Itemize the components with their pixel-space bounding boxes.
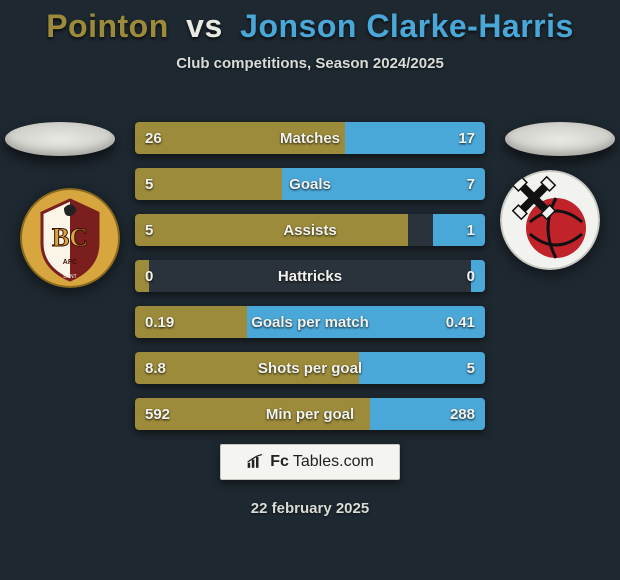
brand-bold: Fc bbox=[270, 453, 289, 471]
stat-bar-right bbox=[370, 398, 486, 430]
svg-text:BANT: BANT bbox=[63, 274, 76, 280]
player1-name: Pointon bbox=[46, 8, 169, 44]
date-label: 22 february 2025 bbox=[0, 500, 620, 517]
stat-bar-right bbox=[433, 214, 486, 246]
stat-row: 592288Min per goal bbox=[135, 398, 485, 430]
stat-bar-left bbox=[135, 214, 408, 246]
subtitle: Club competitions, Season 2024/2025 bbox=[0, 55, 620, 72]
svg-text:AFC: AFC bbox=[63, 259, 77, 266]
player2-name: Jonson Clarke-Harris bbox=[240, 8, 574, 44]
stat-bar-left bbox=[135, 306, 247, 338]
player1-club-crest: BC AFC BANT bbox=[20, 188, 120, 288]
stat-bar-left bbox=[135, 168, 282, 200]
stat-row: 8.85Shots per goal bbox=[135, 352, 485, 384]
stat-bar-left bbox=[135, 398, 370, 430]
pedestal-left bbox=[5, 122, 115, 156]
stat-label: Hattricks bbox=[135, 260, 485, 292]
stat-bar-right bbox=[359, 352, 485, 384]
stat-row: 00Hattricks bbox=[135, 260, 485, 292]
comparison-title: Pointon vs Jonson Clarke-Harris bbox=[0, 0, 620, 45]
svg-text:BC: BC bbox=[52, 223, 88, 252]
vs-label: vs bbox=[186, 8, 223, 44]
brand-rest: Tables.com bbox=[293, 453, 374, 471]
stat-row: 51Assists bbox=[135, 214, 485, 246]
stat-bar-right bbox=[247, 306, 485, 338]
stat-row: 57Goals bbox=[135, 168, 485, 200]
stat-bar-right bbox=[282, 168, 485, 200]
pedestal-right bbox=[505, 122, 615, 156]
stat-bar-left bbox=[135, 260, 149, 292]
fctables-logo: FcTables.com bbox=[220, 444, 400, 480]
stat-row: 0.190.41Goals per match bbox=[135, 306, 485, 338]
stat-bar-left bbox=[135, 352, 359, 384]
stats-container: 2617Matches 57Goals 51Assists 00Hattricks 0.… bbox=[135, 122, 485, 444]
fctables-icon bbox=[246, 454, 266, 470]
player2-club-crest bbox=[500, 170, 600, 270]
stat-bar-right bbox=[345, 122, 485, 154]
stat-row: 2617Matches bbox=[135, 122, 485, 154]
stat-bar-right bbox=[471, 260, 485, 292]
stat-bar-left bbox=[135, 122, 345, 154]
